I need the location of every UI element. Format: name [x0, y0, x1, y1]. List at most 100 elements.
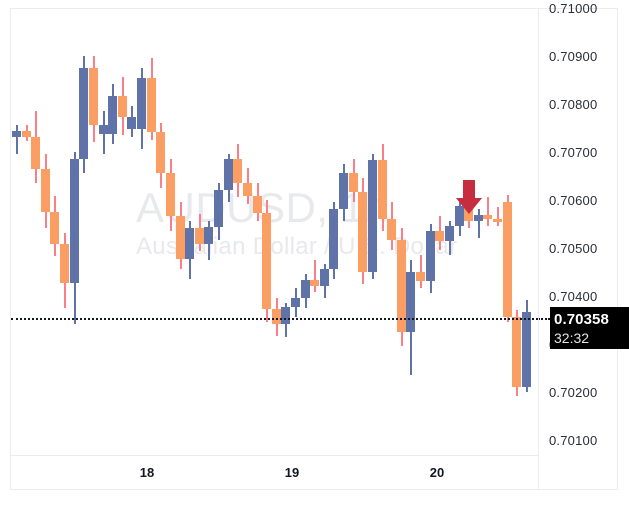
- candle-body: [290, 298, 300, 307]
- candle-body: [367, 159, 377, 272]
- candlestick: [98, 9, 108, 455]
- candlestick: [31, 9, 41, 455]
- candle-body: [406, 271, 416, 332]
- candlestick: [444, 9, 454, 455]
- time-axis[interactable]: 18 19 20: [11, 455, 538, 489]
- price-axis-tick: 0.70900: [549, 49, 598, 64]
- candle-body: [242, 182, 252, 197]
- candle-wick: [497, 206, 499, 226]
- candle-body: [339, 173, 349, 210]
- candle-body: [165, 173, 175, 217]
- candlestick: [204, 9, 214, 455]
- candlestick: [60, 9, 70, 455]
- last-price-line: [11, 318, 538, 320]
- candlestick: [512, 9, 522, 455]
- candle-body: [444, 226, 454, 242]
- candle-body: [521, 312, 531, 387]
- candle-body: [493, 218, 502, 223]
- candle-body: [50, 211, 60, 245]
- candlestick: [387, 9, 397, 455]
- candle-body: [175, 216, 185, 259]
- price-axis[interactable]: 0.71000 0.70900 0.70800 0.70700 0.70600 0.705…: [538, 1, 617, 490]
- candlestick: [185, 9, 195, 455]
- candlestick: [175, 9, 185, 455]
- candlestick: [108, 9, 118, 455]
- price-axis-tick: 0.70600: [549, 193, 598, 208]
- time-axis-tick: 19: [284, 465, 300, 480]
- candlestick: [262, 9, 272, 455]
- candlestick: [21, 9, 31, 455]
- candlestick: [127, 9, 137, 455]
- candle-body: [319, 269, 329, 286]
- candle-body: [31, 136, 41, 170]
- candle-body: [396, 240, 406, 332]
- candlestick: [435, 9, 445, 455]
- candle-body: [21, 131, 31, 137]
- candlestick: [300, 9, 310, 455]
- current-price-value: 0.70358: [554, 311, 609, 328]
- candlestick: [281, 9, 291, 455]
- candlestick: [194, 9, 204, 455]
- candlestick: [88, 9, 98, 455]
- candle-body: [146, 78, 156, 133]
- candle-body: [502, 202, 512, 318]
- candlestick: [12, 9, 21, 455]
- candlestick: [233, 9, 243, 455]
- plot-area[interactable]: [11, 9, 538, 455]
- price-axis-tick: 0.70400: [549, 289, 598, 304]
- candle-body: [252, 196, 262, 213]
- candle-wick: [314, 259, 317, 293]
- candle-body: [262, 212, 272, 309]
- candle-body: [310, 279, 320, 286]
- candle-body: [473, 215, 483, 222]
- candle-body: [127, 116, 137, 130]
- candlestick: [137, 9, 147, 455]
- arrow-down-icon[interactable]: [455, 180, 483, 216]
- candle-body: [300, 279, 310, 298]
- candlestick: [521, 9, 531, 455]
- candlestick: [348, 9, 358, 455]
- price-axis-tick: 0.70100: [549, 433, 598, 448]
- candle-body: [40, 169, 50, 212]
- current-price-label: 0.70358 32:32: [550, 307, 629, 349]
- price-axis-tick: 0.71000: [549, 1, 598, 16]
- candle-body: [98, 125, 108, 134]
- candle-body: [156, 132, 166, 174]
- chart-panel-frame: [10, 8, 618, 490]
- candle-body: [214, 190, 224, 227]
- candlestick: [290, 9, 300, 455]
- last-price-line-extension: [538, 318, 550, 320]
- candle-body: [425, 230, 435, 282]
- candlestick: [310, 9, 320, 455]
- candlestick: [252, 9, 262, 455]
- candle-body: [281, 306, 291, 325]
- candlestick: [50, 9, 60, 455]
- candlestick: [416, 9, 426, 455]
- candle-body: [435, 230, 445, 242]
- candlestick: [464, 9, 474, 455]
- candlestick: [271, 9, 281, 455]
- candlestick: [69, 9, 79, 455]
- price-axis-tick: 0.70700: [549, 145, 598, 160]
- candlestick: [165, 9, 175, 455]
- candle-body: [377, 159, 387, 219]
- candlestick: [117, 9, 127, 455]
- candlestick: [146, 9, 156, 455]
- candle-body: [185, 228, 195, 259]
- candle-body: [12, 131, 21, 137]
- candle-body: [387, 218, 397, 241]
- candlestick: [40, 9, 50, 455]
- candle-body: [88, 67, 98, 126]
- candlestick: [79, 9, 89, 455]
- time-axis-tick: 20: [429, 465, 445, 480]
- candlestick: [473, 9, 483, 455]
- candle-wick: [477, 209, 480, 238]
- candle-body: [348, 173, 358, 193]
- price-axis-tick: 0.70500: [549, 241, 598, 256]
- candlestick: [156, 9, 166, 455]
- candlestick: [329, 9, 339, 455]
- candlestick: [242, 9, 252, 455]
- candlestick: [406, 9, 416, 455]
- candlestick: [425, 9, 435, 455]
